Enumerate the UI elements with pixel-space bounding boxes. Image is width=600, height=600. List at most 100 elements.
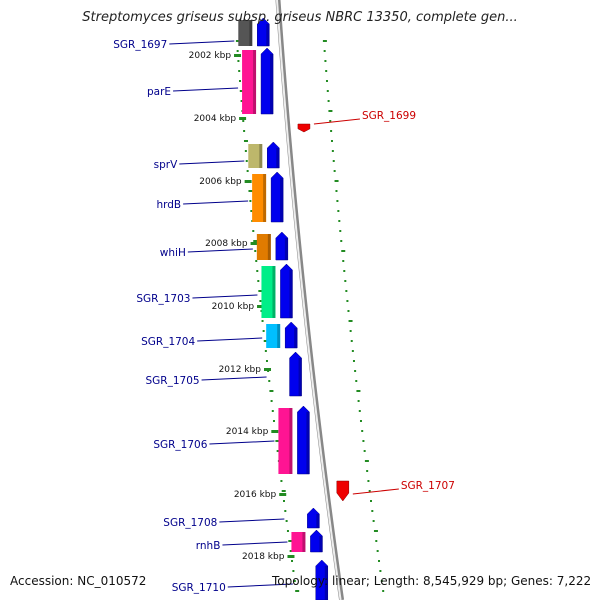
gene-label: sprV <box>154 159 178 171</box>
gc-track-dot <box>363 450 366 452</box>
gc-track-dot <box>372 520 375 522</box>
cog-block-shade <box>302 532 306 552</box>
scale-track-dot <box>258 290 263 292</box>
gc-track-dot <box>347 310 350 312</box>
gc-track-dot <box>355 380 358 382</box>
gene-arrow-shade <box>289 270 293 318</box>
gene-leader-line <box>169 40 235 45</box>
cog-block-shade <box>263 174 267 222</box>
scale-track-dot <box>283 500 285 502</box>
tick-mark <box>287 555 295 558</box>
gene-arrow-shade <box>266 24 270 46</box>
gene-arrow-shade <box>324 566 328 600</box>
tick-label: 2006 kbp <box>199 177 242 187</box>
scale-track-dot <box>276 450 279 452</box>
gene-label: parE <box>147 86 171 98</box>
scale-track-dot <box>289 550 292 552</box>
gc-track-dot <box>337 210 340 212</box>
scale-track-dot <box>264 350 267 352</box>
gene-arrow-shade <box>284 238 288 260</box>
cog-block-shade <box>277 324 281 348</box>
gc-track-dot <box>336 200 339 202</box>
scale-track-dot <box>244 150 247 152</box>
map-title: Streptomyces griseus subsp. griseus NBRC… <box>82 10 518 25</box>
scale-track-dot <box>246 170 249 172</box>
tick-mark <box>234 54 242 57</box>
cog-block-shade <box>259 144 263 168</box>
gc-track-dot <box>342 260 345 262</box>
scale-track-dot <box>285 520 288 522</box>
cog-block-shade <box>289 408 293 474</box>
scale-track-dot <box>293 580 296 582</box>
gene-leader-line <box>173 87 239 92</box>
cog-block <box>266 324 281 348</box>
scale-track-dot <box>239 90 244 92</box>
gene-leader-line <box>179 160 245 165</box>
scale-track-dot <box>252 230 255 232</box>
tick-mark <box>244 180 252 183</box>
gc-track-dot <box>331 150 334 152</box>
scale-track-dot <box>237 60 240 62</box>
cog-block <box>261 266 276 318</box>
scale-track-dot <box>253 240 258 242</box>
scale-track-dot <box>280 480 283 482</box>
gc-track-dot <box>332 160 335 162</box>
scale-track-dot <box>288 540 293 542</box>
scale-track-dot <box>271 410 274 412</box>
cog-block <box>238 20 253 46</box>
gene-arrow <box>336 480 350 502</box>
gc-track-dot <box>325 70 328 72</box>
scale-track-dot <box>284 510 287 512</box>
gene-leader-line <box>209 440 275 445</box>
scale-track-dot <box>254 250 257 252</box>
gc-track-dot <box>351 350 354 352</box>
scale-track-dot <box>269 390 274 392</box>
scale-track-dot <box>250 210 253 212</box>
gc-track-dot <box>326 90 329 92</box>
gene-label: SGR_1703 <box>136 293 190 305</box>
gene-label: whiH <box>160 247 186 259</box>
gc-track-dot <box>343 270 346 272</box>
scale-track-dot <box>255 260 258 262</box>
gc-track-dot <box>330 130 333 132</box>
cog-block-shade <box>267 234 271 260</box>
gene-arrow-shade <box>298 358 302 396</box>
gene-arrow <box>297 123 311 133</box>
gc-track-dot <box>329 120 332 122</box>
gc-track-dot <box>322 40 327 42</box>
gc-track-dot <box>379 570 382 572</box>
cog-block <box>291 532 306 552</box>
gene-label: SGR_1705 <box>145 375 199 387</box>
gc-track-dot <box>368 490 371 492</box>
gene-arrow-shade <box>280 178 284 222</box>
tick-label: 2002 kbp <box>189 51 232 61</box>
gene-label: hrdB <box>156 199 181 211</box>
gene-label: rnhB <box>196 540 221 552</box>
tick-mark <box>263 368 271 371</box>
gc-track-dot <box>358 410 361 412</box>
gc-track-dot <box>380 580 383 582</box>
gc-track-dot <box>352 360 355 362</box>
gc-track-dot <box>344 280 347 282</box>
gc-track-dot <box>348 320 353 322</box>
gc-track-dot <box>349 330 352 332</box>
gc-track-dot <box>364 460 369 462</box>
gc-track-dot <box>333 170 336 172</box>
gene-label: SGR_1708 <box>163 517 217 529</box>
gc-track-dot <box>366 470 369 472</box>
gene-label: SGR_1710 <box>172 582 226 594</box>
scale-track-dot <box>236 50 239 52</box>
gc-track-dot <box>367 480 370 482</box>
gene-label: SGR_1707 <box>401 480 455 492</box>
scale-track-dot <box>259 300 262 302</box>
gene-leader-line <box>183 200 249 205</box>
gc-track-dot <box>338 220 341 222</box>
gene-label: SGR_1704 <box>141 336 195 348</box>
scale-track-dot <box>281 490 286 492</box>
gene-leader-line <box>313 118 360 125</box>
gene-arrow-shade <box>316 514 320 528</box>
scale-track-dot <box>262 330 265 332</box>
tick-mark <box>271 430 279 433</box>
scale-track-dot <box>243 140 248 142</box>
